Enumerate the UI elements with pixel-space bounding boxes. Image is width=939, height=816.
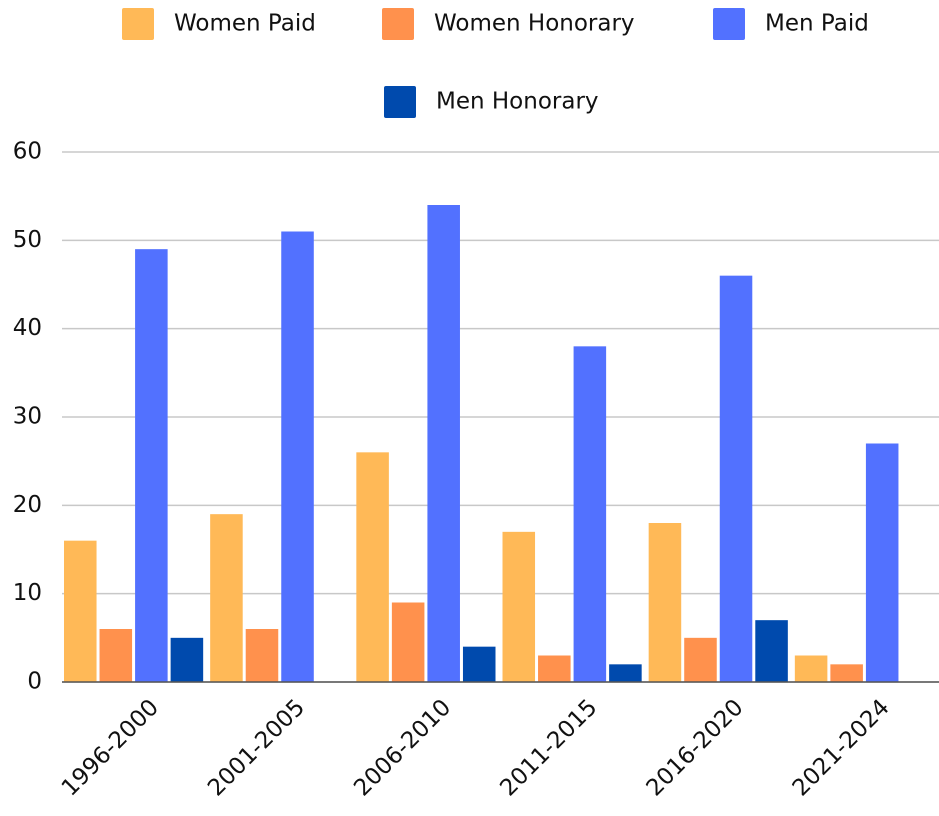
x-tick-label: 2016-2020: [642, 694, 749, 801]
y-tick-label: 20: [13, 492, 42, 518]
bar: [64, 540, 97, 682]
bar: [684, 637, 717, 682]
y-tick-label: 60: [13, 139, 42, 165]
legend-label: Men Paid: [765, 11, 869, 37]
bar: [719, 275, 753, 682]
bar: [794, 655, 828, 682]
y-tick-label: 30: [13, 404, 42, 430]
y-tick-label: 0: [27, 669, 42, 695]
x-tick-label: 2021-2024: [788, 694, 895, 801]
bar: [356, 452, 389, 682]
legend-swatch: [384, 86, 416, 118]
bar: [573, 346, 607, 682]
bar: [281, 231, 314, 682]
x-tick-label: 2001-2005: [203, 694, 310, 801]
x-tick-label: 2011-2015: [495, 694, 602, 801]
bar: [865, 443, 899, 682]
legend-swatch: [713, 8, 745, 40]
bar: [210, 514, 243, 682]
bar: [427, 205, 460, 682]
bar: [245, 629, 279, 682]
x-tick-label: 1996-2000: [57, 694, 164, 801]
y-tick-label: 50: [13, 227, 42, 253]
bar: [755, 620, 788, 682]
bar: [502, 531, 536, 682]
legend-label: Women Honorary: [434, 11, 635, 37]
bar: [830, 664, 863, 682]
legend-label: Women Paid: [174, 11, 316, 37]
bar: [648, 523, 682, 682]
bar: [135, 249, 168, 682]
bar: [462, 646, 496, 682]
legend-swatch: [382, 8, 414, 40]
legend-label: Men Honorary: [436, 89, 599, 115]
bar: [170, 637, 204, 682]
x-tick-label: 2006-2010: [349, 694, 456, 801]
bar: [391, 602, 425, 682]
legend-swatch: [122, 8, 154, 40]
y-tick-label: 10: [13, 580, 42, 606]
y-tick-label: 40: [13, 315, 42, 341]
bar: [609, 664, 642, 682]
bar: [538, 655, 571, 682]
bar: [99, 629, 133, 682]
